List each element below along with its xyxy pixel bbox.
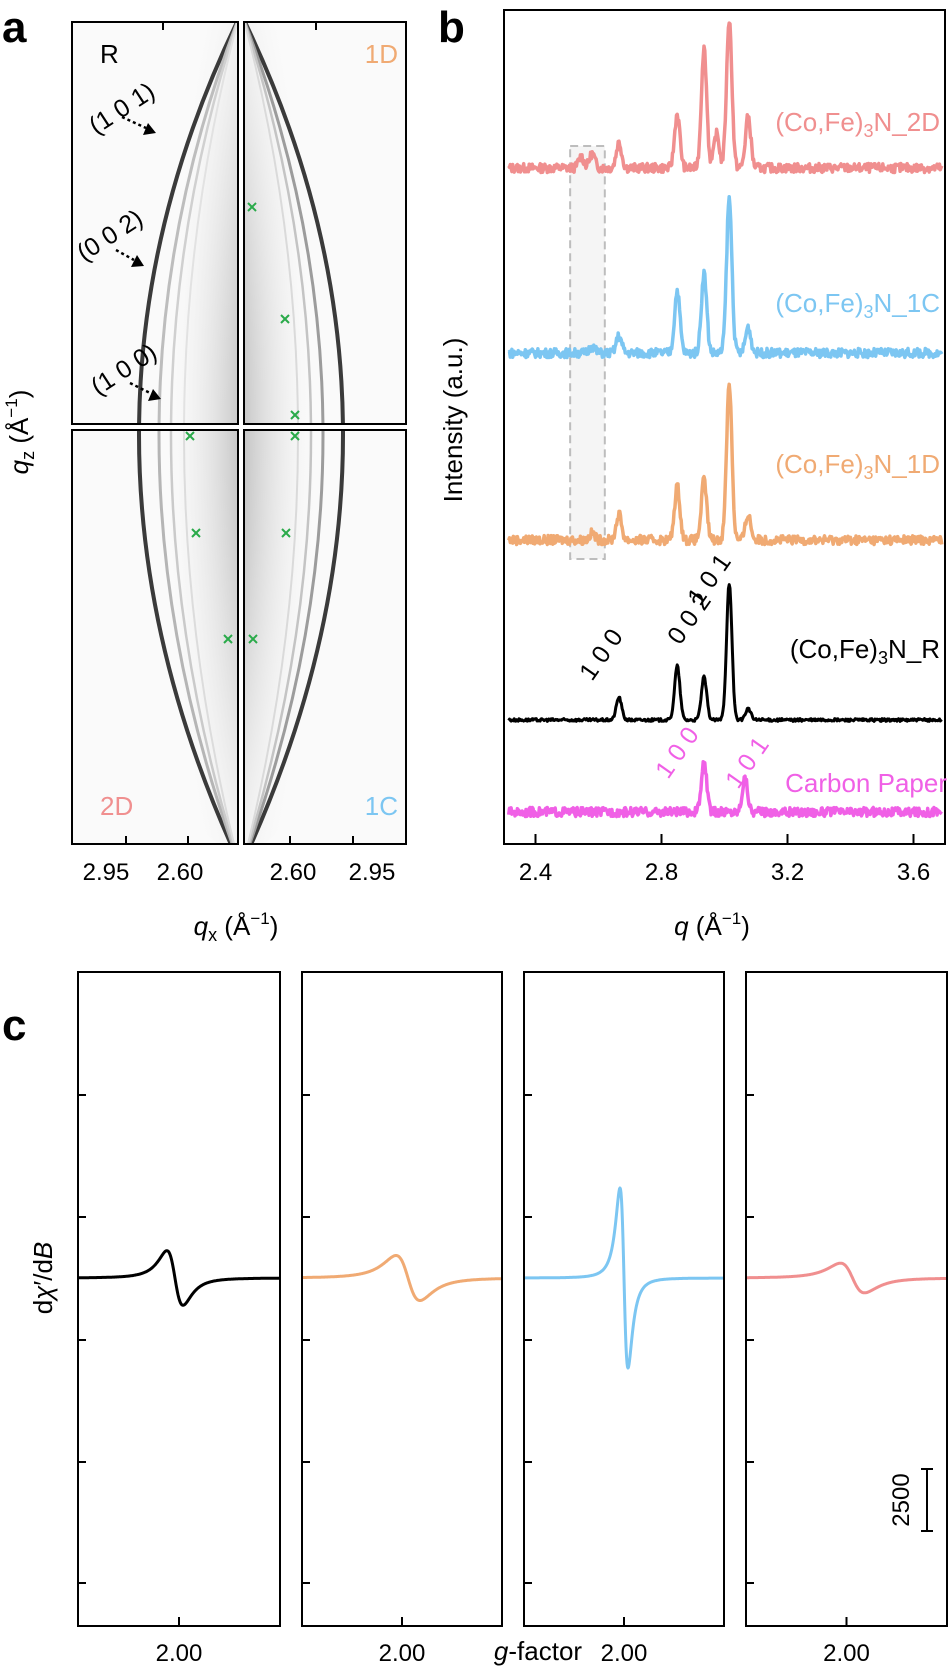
giwaxs-x-tick-label: 2.95 <box>83 859 130 886</box>
peak-label-carbon-100: 1 0 0 <box>650 722 705 784</box>
epr-x-axis-title: g-factor <box>494 1636 582 1666</box>
giwaxs-y-axis-exp: −1 <box>2 398 21 417</box>
epr-series-2d <box>746 1261 947 1295</box>
quadrant-frame-1d <box>243 21 407 425</box>
giwaxs-x-axis-unit: (Å <box>217 911 251 941</box>
epr-subplot-frame <box>301 971 503 1627</box>
giwaxs-y-axis-sub: z <box>18 451 38 460</box>
xrd-series-2d <box>507 21 944 175</box>
giwaxs-y-axis-title: qz (Å−1) <box>2 390 38 475</box>
spot-marker <box>185 431 195 441</box>
spot-marker <box>223 634 233 644</box>
giwaxs-quadrant-1c <box>244 430 406 844</box>
giwaxs-panel: R 1D 2D 1C (1 0 1) (0 0 2) (1 0 0) 2.95 … <box>2 21 407 945</box>
series-label-carbon: Carbon Paper <box>785 768 947 798</box>
giwaxs-x-axis-exp: −1 <box>250 909 269 928</box>
giwaxs-quadrant-r <box>72 22 238 424</box>
quadrant-label-1d: 1D <box>365 39 398 69</box>
xrd-series-1d <box>507 382 944 547</box>
quadrant-label-1c: 1C <box>365 791 398 821</box>
giwaxs-x-axis-sub: x <box>208 925 217 945</box>
series-label-1c: (Co,Fe)3N_1C <box>775 288 940 322</box>
xrd-x-tick-label: 3.2 <box>771 859 804 886</box>
quadrant-frame-1c <box>243 429 407 845</box>
quadrant-frame-r <box>71 21 239 425</box>
epr-series-1c <box>524 1186 724 1370</box>
xrd-panel: 2.4 2.8 3.2 3.6 Intensity (a.u.) q (Å−1) (C… <box>438 9 947 941</box>
giwaxs-y-axis-unit: (Å <box>4 417 34 451</box>
giwaxs-y-axis-var: q <box>4 459 34 474</box>
epr-y-axis-title: dχ′/dB <box>28 1242 58 1315</box>
ring-arrow-100 <box>129 381 161 401</box>
epr-x-tick-label: 2.00 <box>379 1640 426 1667</box>
giwaxs-bottom-ticks <box>125 836 354 844</box>
diffraction-spot-markers <box>185 202 300 644</box>
giwaxs-x-axis-var: q <box>194 911 209 941</box>
xrd-x-axis-exp: −1 <box>722 909 741 928</box>
quadrant-label-r: R <box>100 39 119 69</box>
series-label-r: (Co,Fe)3N_R <box>790 634 940 668</box>
quadrant-label-2d: 2D <box>100 791 133 821</box>
spot-marker <box>290 431 300 441</box>
scale-bar-label: 2500 <box>888 1473 915 1526</box>
xrd-x-tick-label: 2.8 <box>645 859 678 886</box>
xrd-plot-frame <box>503 9 946 845</box>
series-label-2d: (Co,Fe)3N_2D <box>775 107 940 141</box>
quadrant-frame-2d <box>71 429 239 845</box>
giwaxs-x-tick-label: 2.95 <box>349 859 396 886</box>
xrd-series-1c <box>507 194 944 360</box>
series-label-1d: (Co,Fe)3N_1D <box>775 449 940 483</box>
xrd-x-axis-unit: (Å <box>689 911 723 941</box>
spot-marker <box>248 634 258 644</box>
epr-series-r <box>78 1249 280 1307</box>
epr-series-1d <box>302 1254 502 1302</box>
spot-marker <box>281 528 291 538</box>
xrd-series-carbon <box>506 759 943 819</box>
xrd-x-axis-close: ) <box>741 911 750 941</box>
giwaxs-x-axis-title: qx (Å−1) <box>194 909 279 945</box>
panel-letter-a: a <box>2 3 27 52</box>
epr-subplot-frame <box>745 971 948 1627</box>
peak-label-r-100: 1 0 0 <box>574 624 629 686</box>
epr-panel: 2.00 2.00 2.00 2.00 dχ′/dB g-factor 2500 <box>28 971 948 1667</box>
peak-label-carbon-101: 1 0 1 <box>720 732 775 794</box>
spot-marker <box>280 314 290 324</box>
panel-letter-c: c <box>2 1001 26 1050</box>
xrd-x-axis-var: q <box>674 911 689 941</box>
giwaxs-x-axis-close: ) <box>270 911 279 941</box>
xrd-x-axis-title: q (Å−1) <box>674 909 750 941</box>
xrd-series-r <box>507 583 943 723</box>
spot-marker <box>191 528 201 538</box>
xrd-x-tick-label: 2.4 <box>519 859 552 886</box>
giwaxs-y-axis-close: ) <box>4 390 34 399</box>
giwaxs-quadrant-2d <box>72 430 238 844</box>
spot-marker <box>247 202 257 212</box>
epr-x-tick-label: 2.00 <box>601 1640 648 1667</box>
epr-x-tick-label: 2.00 <box>823 1640 870 1667</box>
scale-bar <box>921 1468 933 1532</box>
xrd-x-tick-label: 3.6 <box>897 859 930 886</box>
giwaxs-quadrant-1d <box>244 22 406 424</box>
panel-letter-b: b <box>438 3 465 52</box>
giwaxs-x-tick-label: 2.60 <box>157 859 204 886</box>
xrd-y-axis-title: Intensity (a.u.) <box>438 338 468 503</box>
ring-arrow-002 <box>115 248 144 267</box>
spot-marker <box>290 410 300 420</box>
ring-arrow-101 <box>121 115 156 135</box>
giwaxs-x-tick-label: 2.60 <box>270 859 317 886</box>
epr-x-tick-label: 2.00 <box>156 1640 203 1667</box>
